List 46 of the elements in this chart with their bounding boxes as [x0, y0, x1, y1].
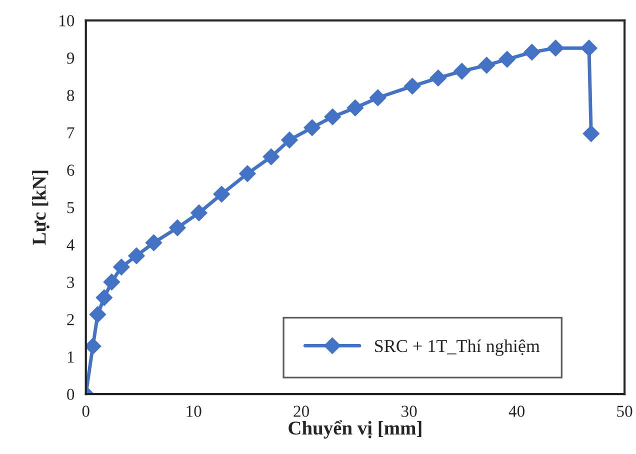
- y-tick-label: 5: [67, 202, 74, 214]
- y-tick-label: 1: [68, 351, 74, 362]
- point: [113, 258, 130, 276]
- x-tick-label: 20: [294, 406, 310, 417]
- y-tick-label: 8: [67, 90, 74, 102]
- point: [190, 204, 208, 222]
- x-tick-label: 50: [617, 406, 632, 417]
- x-tick-label: 30: [402, 406, 417, 417]
- point: [128, 247, 145, 264]
- point: [304, 119, 320, 136]
- point: [324, 108, 341, 126]
- point: [478, 56, 496, 74]
- point: [103, 274, 120, 290]
- point: [524, 44, 540, 61]
- y-tick-label: 0: [67, 388, 74, 400]
- point: [582, 125, 600, 142]
- point: [86, 338, 102, 355]
- x-tick-label: 10: [186, 406, 202, 417]
- legend-label: SRC + 1T_Thí nghiệm: [375, 339, 540, 356]
- point: [580, 40, 598, 56]
- point: [369, 89, 386, 106]
- y-tick-label: 7: [68, 127, 74, 138]
- x-tick-label: 40: [508, 406, 525, 417]
- y-axis-title: Lực [kN]: [32, 170, 50, 245]
- y-tick-label: 9: [66, 52, 74, 64]
- x-tick-label: 0: [82, 406, 90, 417]
- y-tick-label: 6: [67, 164, 74, 176]
- point: [213, 186, 230, 203]
- y-tick-label: 10: [60, 15, 74, 26]
- point: [96, 289, 113, 306]
- y-tick-label: 2: [67, 314, 74, 326]
- point: [89, 306, 106, 323]
- point: [145, 234, 162, 252]
- point: [453, 62, 470, 80]
- point: [239, 165, 256, 182]
- point: [404, 78, 421, 95]
- point: [169, 219, 186, 236]
- point: [547, 40, 564, 56]
- y-tick-label: 3: [67, 276, 74, 288]
- y-tick-label: 4: [66, 239, 74, 250]
- x-axis-title: Chuyển vị [mm]: [288, 420, 422, 439]
- point: [281, 132, 298, 148]
- point: [262, 148, 280, 166]
- point: [346, 99, 364, 116]
- point: [430, 70, 447, 86]
- point: [498, 50, 516, 68]
